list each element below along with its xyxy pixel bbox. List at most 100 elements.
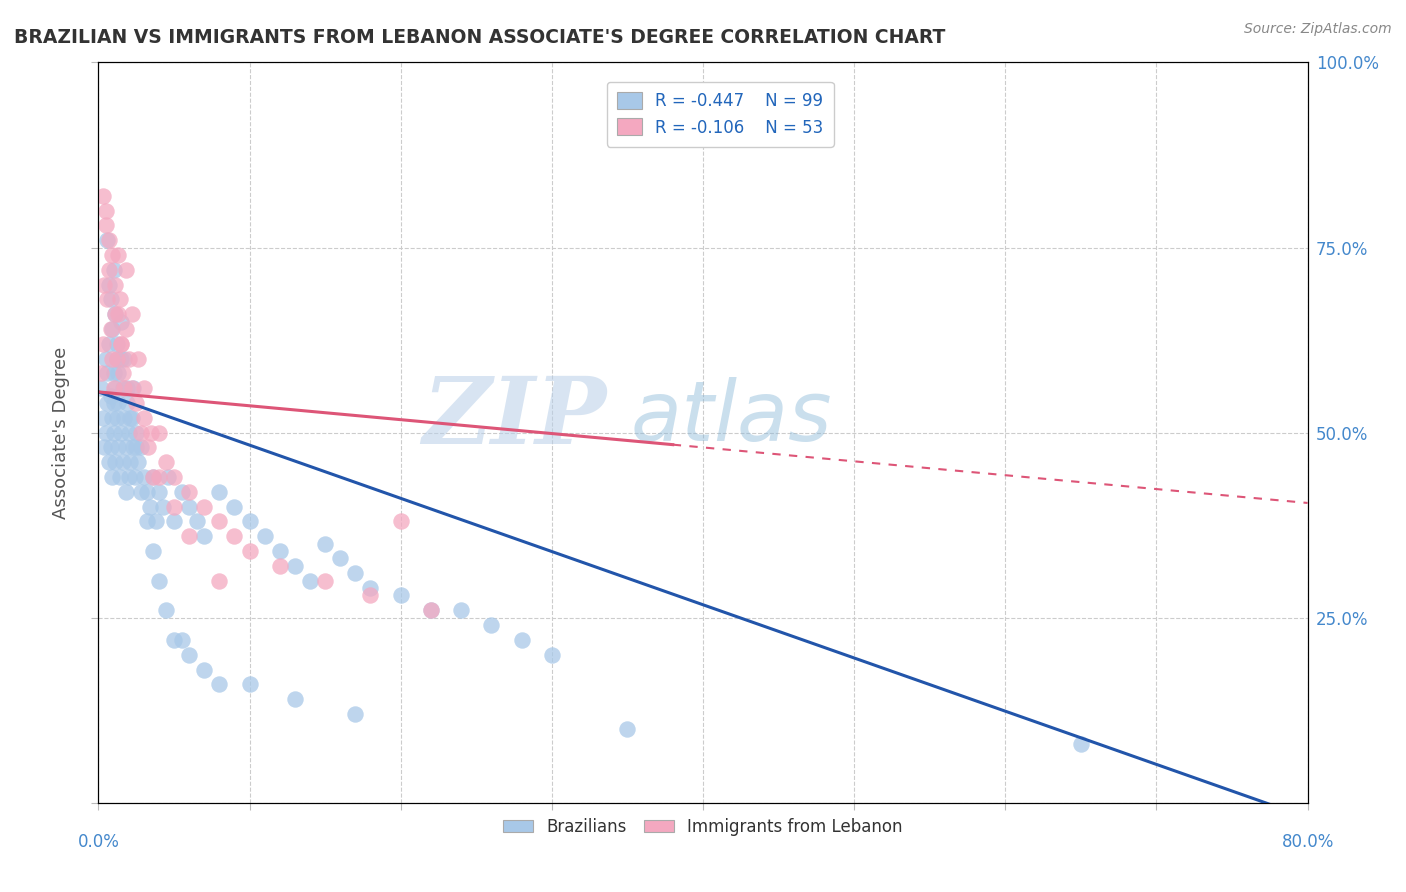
Point [98, 262, 121, 277]
Point [179, 529, 201, 543]
Point [103, 425, 125, 440]
Point [98, 336, 121, 351]
Point [224, 500, 246, 514]
Point [107, 248, 129, 262]
Point [142, 470, 165, 484]
Point [125, 396, 148, 410]
Point [96, 367, 118, 381]
Point [510, 632, 533, 647]
Point [314, 574, 336, 588]
Point [121, 410, 143, 425]
Point [142, 544, 165, 558]
Point [90, 381, 112, 395]
Point [152, 500, 174, 514]
Point [120, 410, 142, 425]
Point [481, 618, 503, 632]
Point [208, 574, 231, 588]
Point [110, 425, 132, 440]
Text: Source: ZipAtlas.com: Source: ZipAtlas.com [1244, 22, 1392, 37]
Point [179, 484, 201, 499]
Point [142, 470, 165, 484]
Point [135, 515, 157, 529]
Point [193, 529, 215, 543]
Point [329, 551, 352, 566]
Point [91, 410, 114, 425]
Point [105, 410, 128, 425]
Point [208, 484, 231, 499]
Point [344, 566, 367, 581]
Point [104, 307, 127, 321]
Point [132, 410, 155, 425]
Point [93, 441, 115, 455]
Point [115, 396, 138, 410]
Point [239, 677, 262, 691]
Point [107, 396, 129, 410]
Point [101, 322, 124, 336]
Point [239, 515, 262, 529]
Point [98, 233, 121, 247]
Point [155, 455, 177, 469]
Point [94, 203, 117, 218]
Point [420, 603, 443, 617]
Point [94, 425, 117, 440]
Point [132, 470, 155, 484]
Point [101, 248, 124, 262]
Point [115, 381, 138, 395]
Point [96, 233, 118, 247]
Point [284, 692, 307, 706]
Point [110, 314, 132, 328]
Point [110, 336, 132, 351]
Point [163, 632, 186, 647]
Point [148, 574, 170, 588]
Point [103, 367, 125, 381]
Point [360, 581, 382, 595]
Point [148, 484, 170, 499]
Point [155, 603, 177, 617]
Point [112, 351, 135, 366]
Point [208, 677, 231, 691]
Point [145, 515, 167, 529]
Text: atlas: atlas [630, 377, 832, 458]
Point [104, 307, 127, 321]
Point [114, 262, 136, 277]
Point [103, 381, 125, 395]
Point [284, 558, 307, 573]
Point [96, 293, 118, 307]
Point [104, 277, 127, 292]
Point [98, 455, 121, 469]
Point [100, 388, 122, 402]
Point [118, 425, 141, 440]
Point [122, 441, 145, 455]
Point [136, 441, 159, 455]
Point [389, 515, 412, 529]
Point [114, 441, 136, 455]
Point [100, 441, 122, 455]
Point [141, 425, 163, 440]
Point [105, 351, 128, 366]
Point [111, 455, 134, 469]
Point [105, 351, 128, 366]
Point [108, 293, 131, 307]
Point [91, 188, 114, 202]
Point [125, 441, 148, 455]
Point [121, 381, 143, 395]
Point [129, 425, 152, 440]
Point [156, 470, 179, 484]
Point [186, 515, 208, 529]
Point [129, 484, 152, 499]
Point [420, 603, 443, 617]
Point [96, 396, 118, 410]
Point [93, 277, 115, 292]
Point [111, 381, 134, 395]
Point [314, 536, 336, 550]
Point [239, 544, 262, 558]
Point [616, 722, 638, 736]
Point [127, 351, 149, 366]
Point [94, 219, 117, 233]
Point [108, 470, 131, 484]
Point [101, 470, 124, 484]
Point [120, 455, 142, 469]
Point [269, 558, 291, 573]
Point [101, 410, 124, 425]
Point [179, 648, 201, 662]
